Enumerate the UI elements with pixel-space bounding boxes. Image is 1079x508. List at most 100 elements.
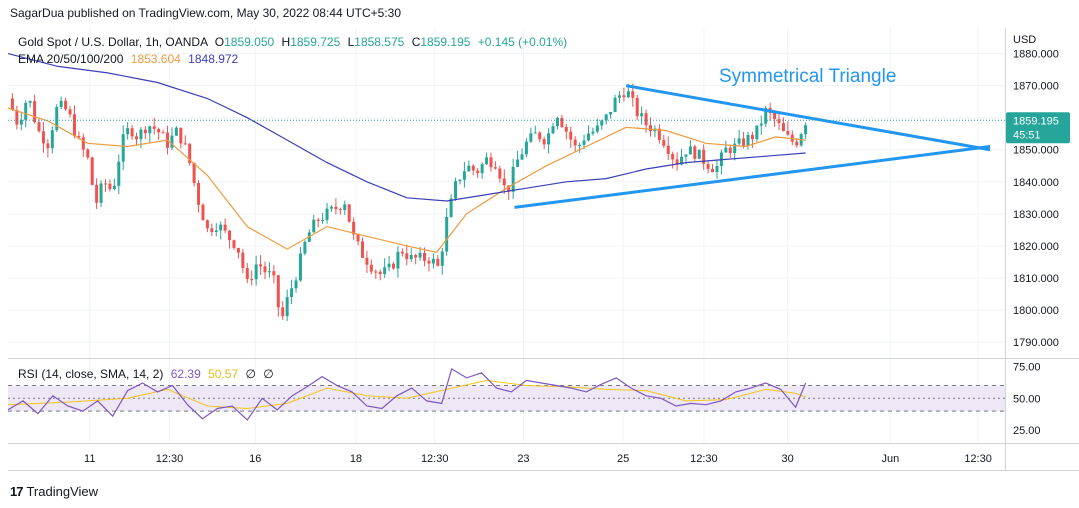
candle-body bbox=[617, 95, 621, 98]
candle-body bbox=[378, 271, 382, 275]
price-tick-label: 1800.000 bbox=[1013, 305, 1059, 317]
price-pane[interactable] bbox=[7, 53, 1005, 322]
candle-body bbox=[427, 260, 431, 264]
candle-body bbox=[733, 143, 737, 154]
candle-body bbox=[666, 145, 670, 154]
ema-label[interactable]: EMA 20/50/100/200 bbox=[18, 52, 124, 66]
candle-body bbox=[688, 146, 692, 155]
candle-body bbox=[529, 133, 533, 142]
candle-body bbox=[126, 128, 130, 135]
candle-body bbox=[312, 219, 316, 233]
rsi-pane[interactable] bbox=[7, 367, 1005, 421]
candle-body bbox=[436, 258, 440, 266]
candle-body bbox=[188, 143, 192, 163]
candle-body bbox=[28, 101, 32, 103]
candle-body bbox=[179, 127, 183, 144]
candle-body bbox=[511, 166, 515, 192]
candle-body bbox=[276, 275, 280, 308]
candle-body bbox=[343, 204, 347, 211]
price-tag-value: 1859.195 bbox=[1013, 115, 1059, 127]
time-tick-label: 23 bbox=[517, 453, 529, 465]
rsi-extra-2: ∅ bbox=[263, 367, 274, 381]
candle-body bbox=[742, 138, 746, 146]
rsi-tick-label: 50.00 bbox=[1013, 393, 1041, 405]
candle-body bbox=[143, 129, 147, 134]
symbol-label[interactable]: Gold Spot / U.S. Dollar, 1h, OANDA bbox=[18, 35, 208, 49]
grid bbox=[8, 28, 1005, 443]
rsi-line bbox=[7, 367, 807, 421]
triangle-lower-line[interactable] bbox=[514, 145, 991, 209]
candle-body bbox=[360, 241, 364, 258]
candle-body bbox=[232, 240, 236, 249]
high-label: H bbox=[281, 35, 291, 49]
axes: 1880.0001870.0001860.0001850.0001840.000… bbox=[8, 28, 1079, 471]
candle-body bbox=[356, 234, 360, 242]
candle-body bbox=[201, 204, 205, 221]
candle-body bbox=[170, 135, 174, 148]
price-tick-label: 1850.000 bbox=[1013, 145, 1059, 157]
candle-body bbox=[764, 107, 768, 124]
candle-body bbox=[103, 183, 107, 185]
triangle-upper-line[interactable] bbox=[625, 84, 991, 152]
candle-body bbox=[64, 100, 68, 110]
candle-body bbox=[400, 251, 404, 254]
time-tick-label: 12:30 bbox=[690, 453, 718, 465]
candle-body bbox=[675, 159, 679, 165]
candle-body bbox=[294, 280, 298, 289]
candle-body bbox=[711, 168, 715, 173]
candle-body bbox=[613, 97, 617, 112]
brand-name[interactable]: TradingView bbox=[26, 484, 99, 499]
rsi-tick-label: 25.00 bbox=[1013, 425, 1041, 437]
candle-body bbox=[347, 204, 351, 222]
candle-body bbox=[476, 170, 480, 174]
candle-body bbox=[649, 125, 653, 132]
candle-body bbox=[15, 109, 19, 125]
candle-body bbox=[197, 183, 201, 205]
candle-body bbox=[737, 138, 741, 144]
candle-body bbox=[298, 253, 302, 281]
candle-body bbox=[259, 264, 263, 267]
price-tick-label: 1820.000 bbox=[1013, 241, 1059, 253]
rsi-band bbox=[8, 385, 1005, 412]
candle-body bbox=[77, 135, 81, 138]
candle-body bbox=[555, 118, 559, 127]
candle-body bbox=[449, 198, 453, 217]
tradingview-logo-icon: 17 bbox=[10, 484, 24, 499]
candle-body bbox=[631, 91, 635, 98]
candle-body bbox=[192, 162, 196, 184]
candle-body bbox=[706, 163, 710, 169]
rsi-legend: RSI (14, close, SMA, 14, 2) 62.39 50.57 … bbox=[18, 367, 274, 381]
candle-body bbox=[59, 100, 63, 107]
time-tick-label: 18 bbox=[350, 453, 362, 465]
rsi-extra-1: ∅ bbox=[245, 367, 256, 381]
candle-body bbox=[68, 109, 72, 115]
candle-body bbox=[272, 271, 276, 276]
candle-body bbox=[586, 133, 590, 141]
candle-body bbox=[117, 161, 121, 186]
candle-body bbox=[46, 143, 50, 149]
candle-body bbox=[564, 126, 568, 132]
candle-body bbox=[573, 139, 577, 146]
candle-body bbox=[507, 185, 511, 192]
candle-body bbox=[205, 220, 209, 229]
ema-value-2: 1848.972 bbox=[188, 52, 239, 66]
price-tag[interactable] bbox=[1006, 112, 1070, 144]
candle-body bbox=[108, 183, 112, 190]
candle-body bbox=[542, 139, 546, 145]
ema-short-line bbox=[7, 107, 806, 253]
candle-body bbox=[431, 258, 435, 264]
triangle-annotation[interactable]: Symmetrical Triangle bbox=[719, 66, 897, 87]
candle-body bbox=[485, 157, 489, 165]
candle-body bbox=[640, 113, 644, 117]
close-label: C bbox=[411, 35, 421, 49]
candle-body bbox=[148, 126, 152, 134]
change-value: +0.145 (+0.01%) bbox=[477, 35, 568, 49]
price-tick-label: 1810.000 bbox=[1013, 273, 1059, 285]
candle-body bbox=[338, 209, 342, 211]
candle-body bbox=[236, 248, 240, 253]
candle-body bbox=[121, 134, 125, 162]
rsi-label[interactable]: RSI (14, close, SMA, 14, 2) bbox=[18, 367, 164, 381]
symbol-legend: Gold Spot / U.S. Dollar, 1h, OANDA O1859… bbox=[18, 35, 567, 49]
candle-body bbox=[804, 125, 808, 135]
